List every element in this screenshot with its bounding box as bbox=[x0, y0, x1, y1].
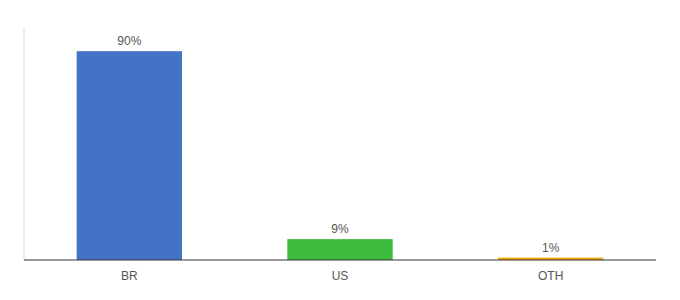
plot-area bbox=[77, 51, 604, 260]
data-label: 1% bbox=[542, 241, 560, 255]
x-tick-label: BR bbox=[121, 269, 138, 283]
data-label: 90% bbox=[117, 34, 141, 48]
bar bbox=[77, 51, 182, 260]
x-tick-label: OTH bbox=[538, 269, 563, 283]
chart-svg: BR US OTH 90% 9% 1% bbox=[0, 0, 680, 300]
data-label: 9% bbox=[331, 222, 349, 236]
chart-container: BR US OTH 90% 9% 1% bbox=[0, 0, 680, 300]
bar bbox=[287, 239, 392, 260]
x-tick-label: US bbox=[332, 269, 349, 283]
x-axis-line bbox=[24, 260, 656, 261]
page: {"chart_data": {"type": "bar", "categori… bbox=[0, 0, 680, 300]
y-axis-line bbox=[24, 28, 25, 260]
